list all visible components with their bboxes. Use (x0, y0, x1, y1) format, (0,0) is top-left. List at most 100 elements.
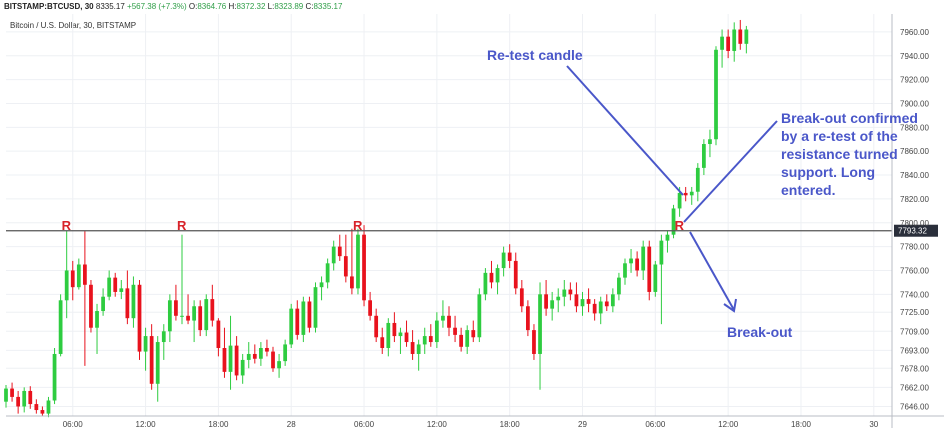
candle (234, 336, 239, 381)
candle (101, 288, 105, 316)
candle-body (459, 334, 464, 347)
candle (434, 312, 439, 349)
candle (410, 330, 415, 360)
candle (343, 234, 348, 283)
candle-body (392, 322, 397, 337)
candle (167, 294, 172, 343)
candle (641, 240, 646, 281)
candle (659, 234, 664, 325)
candle-body (744, 29, 749, 44)
candle-body (726, 36, 731, 51)
x-tick-label: 12:00 (136, 420, 157, 429)
candle (216, 318, 221, 357)
candle (10, 382, 14, 402)
y-tick-label: 7662.00 (900, 383, 929, 392)
candle (556, 288, 561, 313)
y-tick-label: 7960.00 (900, 28, 929, 37)
candle (665, 231, 670, 253)
candle (271, 346, 275, 372)
candle-body (16, 396, 21, 407)
x-tick-label: 30 (869, 420, 878, 429)
resistance-marker: R (176, 217, 187, 233)
y-tick-label: 7725.00 (900, 308, 929, 317)
y-tick-label: 7860.00 (900, 147, 929, 156)
candle (174, 284, 178, 321)
candle-body (495, 268, 500, 283)
retest-annotation: Re-test candle (487, 47, 583, 63)
candle-body (246, 353, 251, 360)
candle (46, 396, 51, 418)
axes: 7646.00 7662.00 7678.00 7693.00 7709.00 7725.… (6, 14, 944, 429)
candle-body (76, 264, 81, 288)
y-tick-label: 7880.00 (900, 123, 929, 132)
price-change: +567.38 (+7.3%) (127, 2, 187, 11)
candle-body (95, 311, 99, 328)
confirm-arrow (683, 120, 778, 223)
candle (398, 327, 403, 354)
candle-body (234, 345, 239, 376)
candle-body (519, 288, 524, 307)
candle (598, 296, 603, 325)
candle-body (277, 361, 281, 369)
candle (744, 25, 749, 54)
candle (732, 22, 737, 62)
candle (574, 282, 579, 313)
candle-body (155, 342, 160, 384)
resistance-price-label: 7793.32 (898, 227, 927, 236)
candle-body (410, 342, 415, 354)
x-tick-label: 12:00 (718, 420, 739, 429)
candle (143, 327, 148, 371)
candle (580, 291, 585, 316)
candle (89, 280, 93, 333)
candle (289, 303, 294, 349)
candle (16, 390, 21, 414)
x-tick-label: 06:00 (63, 420, 84, 429)
candle-body (671, 208, 676, 235)
candle (465, 325, 470, 354)
candle (222, 327, 227, 378)
candle (386, 318, 391, 357)
candle (95, 303, 99, 354)
close-label: C: (305, 2, 314, 11)
candle (325, 258, 330, 289)
x-tick-label: 28 (287, 420, 296, 429)
candle (368, 291, 372, 321)
x-tick-label: 18:00 (791, 420, 812, 429)
candle-body (695, 167, 700, 192)
candle-body (343, 256, 348, 277)
candle-body (198, 306, 203, 331)
candle-body (677, 192, 682, 209)
y-tick-label: 7760.00 (900, 266, 929, 275)
candle (295, 300, 300, 340)
candle-body (265, 348, 269, 352)
candle-body (70, 270, 75, 288)
candle-body (180, 315, 184, 317)
candle-body (526, 306, 530, 331)
low-value: 8323.89 (274, 2, 304, 11)
candle (58, 294, 63, 357)
candle-body (416, 344, 421, 354)
x-tick-label: 29 (578, 420, 587, 429)
candle-body (701, 144, 706, 168)
candle (313, 282, 318, 333)
candle (283, 339, 288, 366)
open-label: O: (188, 2, 198, 11)
candle (635, 251, 640, 277)
candle (477, 288, 482, 343)
candle-body (362, 234, 366, 301)
candle (374, 308, 379, 343)
x-tick-label: 12:00 (427, 420, 448, 429)
candle-body (623, 263, 627, 278)
y-tick-label: 7678.00 (900, 364, 929, 373)
candle-body (58, 300, 63, 354)
candle (22, 387, 27, 413)
candle-body (568, 289, 573, 295)
symbol-header: BITSTAMP:BTCUSD, 30 8335.17 +567.38 (+7.… (4, 2, 342, 11)
candle-body (629, 258, 633, 264)
candle (204, 294, 209, 337)
candle-body (720, 36, 724, 50)
candle (125, 270, 130, 325)
candle (70, 260, 75, 301)
candle-body (368, 300, 372, 316)
